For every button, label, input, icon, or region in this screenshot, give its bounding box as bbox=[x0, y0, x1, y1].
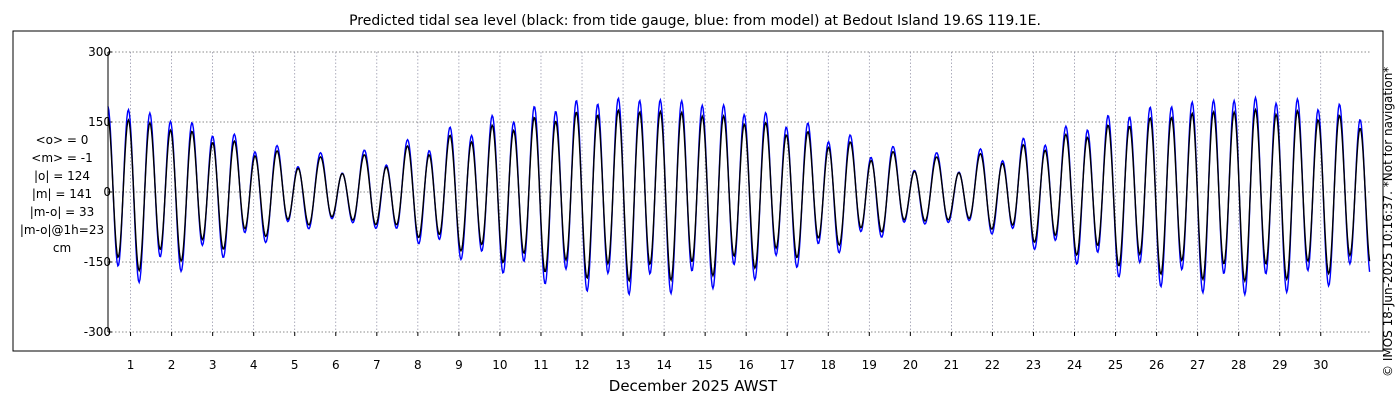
y-tick-label: -150 bbox=[84, 255, 111, 269]
x-tick-label: 17 bbox=[780, 358, 795, 372]
x-tick-label: 12 bbox=[574, 358, 589, 372]
x-tick-label: 1 bbox=[127, 358, 135, 372]
x-tick-label: 16 bbox=[739, 358, 754, 372]
stat-abs-diff: |m-o| = 33 bbox=[30, 205, 95, 219]
stat-mean-observed: <o> = 0 bbox=[36, 133, 89, 147]
x-tick-label: 20 bbox=[903, 358, 918, 372]
x-tick-label: 30 bbox=[1313, 358, 1328, 372]
x-tick-label: 25 bbox=[1108, 358, 1123, 372]
x-tick-label: 15 bbox=[698, 358, 713, 372]
y-tick-label: 150 bbox=[88, 115, 111, 129]
series-group bbox=[107, 95, 1371, 298]
y-tick-label: 300 bbox=[88, 45, 111, 59]
grid-lines bbox=[108, 51, 1370, 333]
x-tick-label: 28 bbox=[1231, 358, 1246, 372]
x-tick-label: 18 bbox=[821, 358, 836, 372]
x-tick-label: 2 bbox=[168, 358, 176, 372]
stat-units: cm bbox=[53, 241, 71, 255]
x-tick-label: 24 bbox=[1067, 358, 1082, 372]
series-line-from-tide-gauge bbox=[107, 107, 1371, 284]
stat-abs-diff-1h: |m-o|@1h=23 bbox=[20, 223, 104, 237]
x-axis-label: December 2025 AWST bbox=[609, 377, 778, 395]
chart-title: Predicted tidal sea level (black: from t… bbox=[349, 13, 1041, 29]
x-tick-label: 6 bbox=[332, 358, 340, 372]
x-tick-label: 14 bbox=[656, 358, 671, 372]
y-tick-label: -300 bbox=[84, 325, 111, 339]
x-tick-label: 23 bbox=[1026, 358, 1041, 372]
stat-mean-model: <m> = -1 bbox=[31, 151, 92, 165]
stats-block: <o> = 0 <m> = -1 |o| = 124 |m| = 141 |m-… bbox=[20, 133, 104, 255]
stat-abs-model: |m| = 141 bbox=[32, 187, 92, 201]
y-axis-ticks: 300 150 0 -150 -300 bbox=[84, 45, 112, 339]
copyright-note: © IMOS 18-Jun-2025 10:16:37. *Not for na… bbox=[1381, 67, 1395, 377]
x-tick-label: 10 bbox=[492, 358, 507, 372]
x-tick-label: 7 bbox=[373, 358, 381, 372]
x-tick-label: 5 bbox=[291, 358, 299, 372]
x-tick-label: 8 bbox=[414, 358, 422, 372]
y-tick-label: 0 bbox=[103, 185, 111, 199]
x-tick-label: 4 bbox=[250, 358, 258, 372]
x-tick-label: 21 bbox=[944, 358, 959, 372]
x-tick-label: 27 bbox=[1190, 358, 1205, 372]
x-tick-label: 22 bbox=[985, 358, 1000, 372]
x-tick-label: 19 bbox=[862, 358, 877, 372]
x-tick-label: 11 bbox=[533, 358, 548, 372]
x-tick-label: 29 bbox=[1272, 358, 1287, 372]
x-tick-label: 9 bbox=[455, 358, 463, 372]
x-tick-label: 3 bbox=[209, 358, 217, 372]
x-tick-label: 26 bbox=[1149, 358, 1164, 372]
stat-abs-observed: |o| = 124 bbox=[34, 169, 90, 183]
x-tick-label: 13 bbox=[615, 358, 630, 372]
x-axis-ticks: 1 2 3 4 5 6 7 8 9 10 11 12 13 14 15 16 17 18 19 20 21 22 23 24 2… bbox=[127, 332, 1328, 372]
